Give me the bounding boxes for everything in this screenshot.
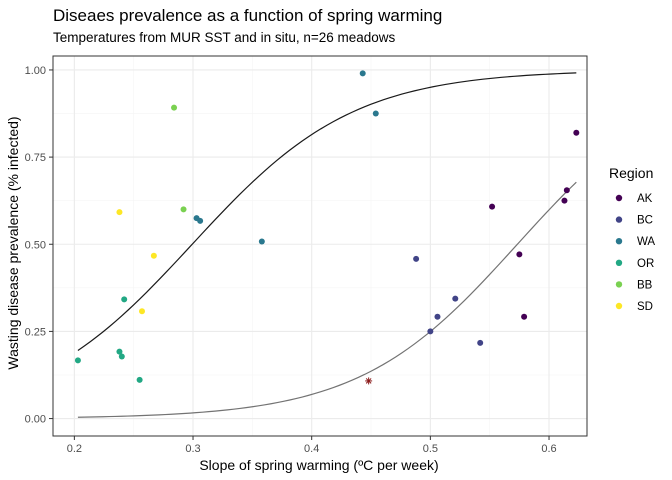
asterisk-mark-stroke [365, 378, 372, 384]
data-point-wa [372, 110, 379, 117]
annotations [365, 377, 373, 385]
legend-key-or [615, 259, 623, 266]
fit-curves [77, 72, 577, 418]
data-point-ak [573, 129, 580, 136]
y-axis-title: Wasting disease prevalence (% infected) [5, 116, 21, 369]
legend-key-ak [615, 194, 623, 202]
data-point-or [118, 353, 125, 360]
chart-subtitle: Temperatures from MUR SST and in situ, n… [53, 30, 396, 45]
data-point-or [136, 376, 143, 383]
data-point-sd [116, 209, 123, 216]
data-point-or [74, 357, 81, 364]
x-axis: 0.2 0.3 0.4 0.5 0.6 [67, 436, 557, 455]
data-point-bb [171, 104, 178, 111]
data-point-ak [516, 251, 523, 258]
data-point-wa [197, 217, 204, 224]
data-point-sd [150, 252, 157, 259]
plot-border [52, 55, 588, 437]
chart-title: Diseaes prevalence as a function of spri… [53, 6, 442, 25]
data-point-sd [139, 308, 145, 315]
x-tick-label: 0.3 [185, 443, 200, 455]
y-tick-label: 1.00 [25, 65, 46, 77]
data-point-bb [180, 206, 187, 213]
legend-key-bb [615, 281, 623, 288]
gridlines [53, 56, 587, 436]
x-tick-label: 0.6 [541, 443, 556, 455]
x-tick-label: 0.2 [67, 443, 82, 455]
data-point-bc [413, 255, 420, 262]
data-point-or [121, 296, 128, 303]
plot-background [53, 56, 587, 436]
fit-curve [77, 72, 577, 351]
legend-label-sd: SD [637, 301, 653, 313]
data-point-bc [477, 339, 484, 346]
legend-label-bb: BB [637, 279, 653, 291]
legend-title: Region [609, 165, 653, 181]
data-points [74, 70, 580, 383]
legend-label-bc: BC [637, 215, 653, 227]
y-axis: 0.00 0.25 0.50 0.75 1.00 [25, 65, 53, 426]
legend-label-ak: AK [637, 193, 653, 205]
data-point-or [116, 348, 123, 355]
x-tick-label: 0.4 [304, 443, 319, 455]
data-point-bc [434, 313, 441, 320]
x-axis-title: Slope of spring warming (ºC per week) [199, 457, 438, 473]
legend-key-bc [615, 216, 623, 223]
y-tick-label: 0.00 [25, 414, 46, 426]
y-tick-label: 0.25 [25, 326, 46, 338]
legend: Region AK BC WA OR BB SD [609, 165, 655, 313]
legend-key-sd [615, 302, 623, 310]
data-point-bc [452, 295, 459, 302]
data-point-ak [521, 313, 528, 320]
x-tick-label: 0.5 [423, 443, 438, 455]
data-point-wa [359, 70, 366, 77]
y-tick-label: 0.75 [25, 152, 46, 164]
plot-panel [52, 55, 588, 437]
fit-curve [77, 181, 577, 418]
data-point-ak [563, 187, 570, 194]
legend-label-or: OR [637, 258, 654, 270]
data-point-ak [489, 203, 496, 210]
data-point-bc [427, 328, 434, 335]
legend-key-wa [615, 238, 623, 245]
data-point-wa [258, 238, 265, 245]
legend-label-wa: WA [637, 236, 655, 248]
y-tick-label: 0.50 [25, 239, 46, 251]
data-point-ak [561, 197, 568, 204]
